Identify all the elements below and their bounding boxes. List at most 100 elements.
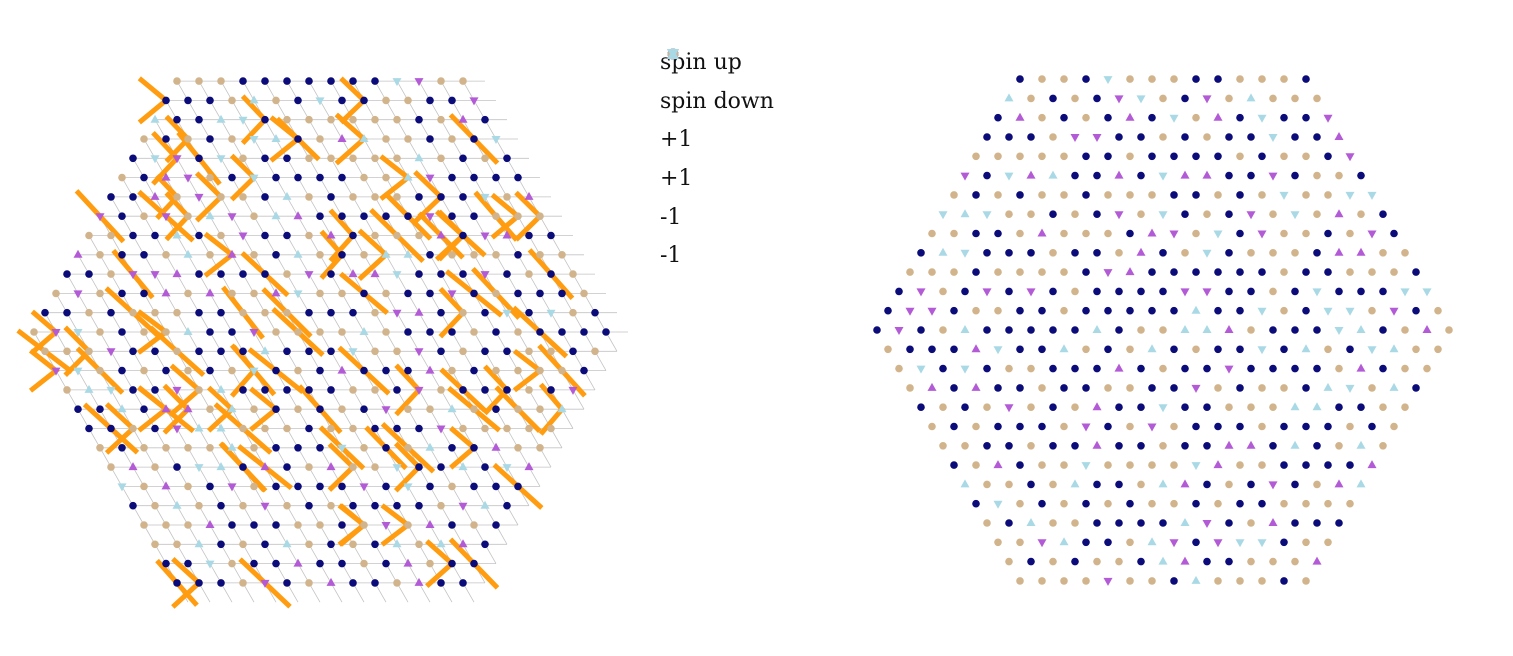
spin-up-site — [261, 154, 269, 163]
spin-up-site — [481, 540, 489, 549]
spin-up-site — [261, 540, 269, 549]
lattice-bond — [165, 486, 178, 506]
spin-up-site — [382, 559, 390, 568]
spin-up-site — [1093, 287, 1101, 296]
minus-one-up-site — [117, 404, 127, 413]
plus-one-up-site — [348, 269, 358, 278]
spin-down-site — [96, 251, 104, 259]
spin-up-site — [1005, 326, 1013, 334]
spin-down-site — [327, 115, 335, 124]
legend-label-plus-down: +1 — [660, 166, 693, 192]
spin-up-site — [239, 77, 247, 85]
spin-up-site — [1280, 422, 1288, 431]
spin-up-site — [1115, 403, 1123, 412]
spin-down-site — [906, 384, 914, 392]
spin-up-site — [118, 444, 126, 452]
spin-up-site — [393, 386, 401, 394]
spin-down-site — [558, 366, 566, 375]
plus-one-up-site — [1334, 479, 1344, 488]
spin-down-site — [994, 152, 1002, 161]
spin-down-site — [1038, 461, 1046, 469]
plus-one-up-site — [1180, 479, 1190, 488]
spin-down-site — [448, 366, 456, 375]
spin-up-site — [972, 499, 980, 508]
spin-up-site — [272, 251, 280, 259]
spin-up-site — [195, 231, 203, 240]
spin-up-site — [459, 386, 467, 394]
minus-one-up-site — [1004, 93, 1014, 102]
spin-up-site — [283, 579, 291, 587]
spin-down-site — [437, 386, 445, 394]
legend-label-spin-up: spin up — [660, 50, 742, 76]
spin-down-site — [96, 366, 104, 375]
spin-up-site — [151, 424, 159, 433]
spin-down-site — [1082, 577, 1090, 585]
spin-up-site — [1412, 268, 1420, 276]
spin-down-site — [1280, 75, 1288, 83]
spin-up-site — [217, 347, 225, 356]
minus-one-up-site — [172, 230, 182, 239]
spin-down-site — [239, 579, 247, 587]
plus-one-up-site — [458, 539, 468, 548]
spin-down-site — [85, 347, 93, 356]
spin-down-site — [173, 347, 181, 356]
spin-up-site — [1137, 287, 1145, 296]
spin-down-site — [1060, 577, 1068, 585]
spin-up-site — [1368, 422, 1376, 431]
minus-one-down-site — [1345, 307, 1355, 316]
spin-up-site — [371, 501, 379, 510]
spin-up-site — [107, 424, 115, 433]
minus-one-up-site — [1202, 325, 1212, 333]
spin-up-site — [917, 326, 925, 334]
spin-up-site — [140, 289, 148, 298]
plus-one-down-site — [568, 386, 578, 395]
spin-up-site — [393, 501, 401, 510]
spin-up-site — [217, 579, 225, 587]
spin-up-site — [338, 96, 346, 105]
spin-down-site — [294, 366, 302, 375]
spin-up-site — [1192, 268, 1200, 276]
spin-up-site — [917, 249, 925, 257]
plus-one-up-site — [260, 462, 270, 471]
spin-up-site — [983, 442, 991, 450]
spin-up-site — [448, 328, 456, 336]
spin-up-site — [1302, 461, 1310, 469]
spin-down-site — [195, 386, 203, 394]
minus-one-down-site — [249, 174, 259, 183]
spin-down-site — [1335, 171, 1343, 180]
minus-one-up-site — [960, 209, 970, 218]
spin-up-site — [972, 229, 980, 238]
spin-up-site — [1247, 364, 1255, 373]
minus-one-up-site — [1158, 556, 1168, 565]
spin-down-site — [1401, 249, 1409, 257]
spin-down-site — [371, 308, 379, 317]
spin-up-site — [1027, 557, 1035, 566]
spin-down-site — [1148, 191, 1156, 199]
spin-down-site — [1071, 287, 1079, 296]
plus-one-down-site — [260, 502, 270, 511]
spin-up-site — [1148, 384, 1156, 392]
spin-down-site — [983, 403, 991, 412]
spin-down-site — [371, 115, 379, 124]
plus-one-down-site — [1103, 269, 1113, 278]
spin-up-site — [1324, 461, 1332, 469]
spin-up-site — [459, 154, 467, 163]
spin-up-site — [580, 328, 588, 336]
minus-one-down-site — [1136, 95, 1146, 104]
spin-up-site — [1379, 326, 1387, 334]
spin-up-site — [1082, 152, 1090, 161]
spin-up-site — [283, 347, 291, 356]
spin-down-site — [140, 444, 148, 452]
spin-down-site — [239, 540, 247, 549]
spin-up-site — [327, 308, 335, 317]
spin-down-site — [184, 212, 192, 220]
spin-up-site — [972, 191, 980, 199]
spin-down-site — [1225, 94, 1233, 103]
spin-down-site — [961, 442, 969, 450]
minus-one-up-site — [403, 249, 413, 258]
spin-up-site — [371, 579, 379, 587]
minus-one-down-site — [916, 365, 926, 374]
plus-one-up-site — [1092, 402, 1102, 411]
minus-one-up-site — [216, 462, 226, 471]
